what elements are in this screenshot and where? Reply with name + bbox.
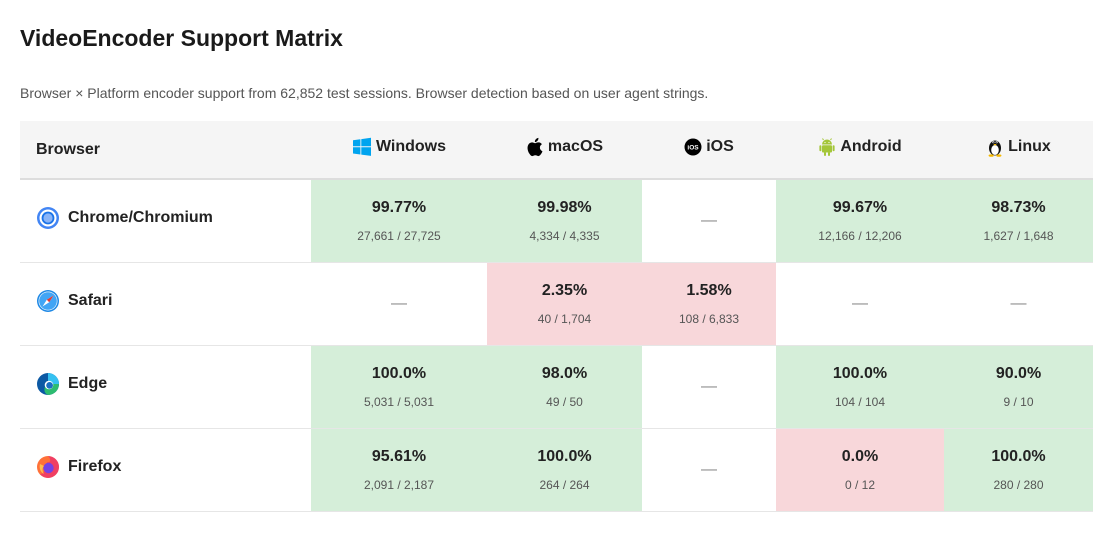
cell-chrome-linux: 98.73% 1,627 / 1,648: [944, 179, 1093, 262]
firefox-icon: [37, 456, 59, 478]
cell-edge-macos: 98.0% 49 / 50: [487, 345, 642, 428]
support-count: 264 / 264: [539, 477, 590, 492]
cell-chrome-macos: 99.98% 4,334 / 4,335: [487, 179, 642, 262]
cell-firefox-linux: 100.0% 280 / 280: [944, 428, 1093, 511]
support-percent: 1.58%: [686, 281, 732, 299]
windows-icon: [352, 137, 371, 156]
support-count: 12,166 / 12,206: [818, 228, 902, 243]
header-ios: iOS iOS: [642, 121, 776, 180]
support-percent: 99.98%: [537, 198, 592, 216]
page-subtitle: Browser × Platform encoder support from …: [20, 85, 709, 101]
safari-icon: [37, 290, 59, 312]
header-linux: Linux: [944, 121, 1093, 180]
support-percent: 100.0%: [371, 364, 427, 382]
support-count: 104 / 104: [834, 394, 886, 409]
header-macos-label: macOS: [547, 138, 604, 155]
android-icon: [819, 138, 835, 156]
support-percent: 95.61%: [371, 447, 427, 465]
empty-dash: —: [852, 294, 868, 312]
support-percent: 0.0%: [841, 447, 879, 465]
browser-name: Chrome/Chromium: [68, 209, 213, 227]
support-count: 1,627 / 1,648: [983, 228, 1054, 243]
header-browser: Browser: [20, 121, 311, 180]
cell-safari-macos: 2.35% 40 / 1,704: [487, 262, 642, 345]
support-count: 108 / 6,833: [678, 311, 740, 326]
table-row: Edge 100.0% 5,031 / 5,031 98.0% 49 / 50 — …: [20, 345, 1093, 428]
browser-name: Safari: [68, 292, 113, 309]
empty-dash: —: [391, 294, 407, 312]
cell-safari-windows: —: [311, 262, 487, 345]
support-percent: 2.35%: [541, 281, 588, 299]
support-percent: 100.0%: [991, 447, 1046, 465]
cell-firefox-android: 0.0% 0 / 12: [776, 428, 944, 511]
support-count: 0 / 12: [844, 477, 876, 492]
cell-firefox-macos: 100.0% 264 / 264: [487, 428, 642, 511]
apple-icon: [527, 137, 543, 157]
cell-firefox-windows: 95.61% 2,091 / 2,187: [311, 428, 487, 511]
browser-cell-firefox: Firefox: [20, 428, 311, 511]
tux-icon: [988, 140, 1002, 157]
browser-cell-chrome: Chrome/Chromium: [20, 179, 311, 262]
support-count: 40 / 1,704: [537, 311, 592, 326]
cell-chrome-ios: —: [642, 179, 776, 262]
header-android-label: Android: [840, 138, 902, 155]
cell-chrome-android: 99.67% 12,166 / 12,206: [776, 179, 944, 262]
support-percent: 99.67%: [832, 198, 888, 216]
cell-safari-ios: 1.58% 108 / 6,833: [642, 262, 776, 345]
support-percent: 98.0%: [541, 364, 588, 382]
page-title: VideoEncoder Support Matrix: [20, 25, 343, 51]
support-count: 280 / 280: [993, 477, 1044, 492]
svg-text:iOS: iOS: [688, 145, 700, 152]
table-row: Chrome/Chromium 99.77% 27,661 / 27,725 99…: [20, 179, 1093, 262]
cell-edge-android: 100.0% 104 / 104: [776, 345, 944, 428]
cell-safari-android: —: [776, 262, 944, 345]
table-header-row: Browser Windows macOS: [20, 121, 1093, 180]
chrome-icon: [37, 207, 59, 230]
support-count: 27,661 / 27,725: [357, 228, 441, 243]
browser-cell-safari: Safari: [20, 262, 311, 345]
support-matrix-table: Browser Windows macOS: [20, 121, 1093, 512]
header-ios-label: iOS: [706, 138, 734, 155]
header-android: Android: [776, 121, 944, 180]
header-windows: Windows: [311, 121, 487, 180]
cell-edge-ios: —: [642, 345, 776, 428]
cell-edge-windows: 100.0% 5,031 / 5,031: [311, 345, 487, 428]
browser-name: Firefox: [68, 458, 122, 475]
edge-icon: [37, 373, 59, 395]
cell-edge-linux: 90.0% 9 / 10: [944, 345, 1093, 428]
support-percent: 99.77%: [371, 198, 427, 216]
support-percent: 100.0%: [832, 364, 888, 382]
table-row: Safari — 2.35% 40 / 1,704 1.58% 108 / 6,83…: [20, 262, 1093, 345]
table-row: Firefox 95.61% 2,091 / 2,187 100.0% 264 / …: [20, 428, 1093, 511]
empty-dash: —: [1010, 294, 1027, 312]
support-percent: 100.0%: [537, 447, 592, 465]
cell-firefox-ios: —: [642, 428, 776, 511]
ios-icon: iOS: [684, 138, 702, 156]
empty-dash: —: [701, 460, 717, 478]
cell-chrome-windows: 99.77% 27,661 / 27,725: [311, 179, 487, 262]
cell-safari-linux: —: [944, 262, 1093, 345]
support-percent: 90.0%: [995, 364, 1042, 382]
header-linux-label: Linux: [1008, 138, 1051, 155]
support-count: 49 / 50: [546, 394, 583, 409]
header-macos: macOS: [487, 121, 642, 180]
support-count: 4,334 / 4,335: [529, 228, 600, 243]
browser-name: Edge: [68, 375, 108, 392]
support-count: 5,031 / 5,031: [363, 394, 435, 409]
support-count: 2,091 / 2,187: [363, 477, 435, 492]
header-windows-label: Windows: [375, 138, 447, 155]
support-count: 9 / 10: [1003, 394, 1034, 409]
empty-dash: —: [701, 211, 717, 229]
browser-cell-edge: Edge: [20, 345, 311, 428]
support-percent: 98.73%: [991, 198, 1046, 216]
empty-dash: —: [701, 377, 717, 395]
